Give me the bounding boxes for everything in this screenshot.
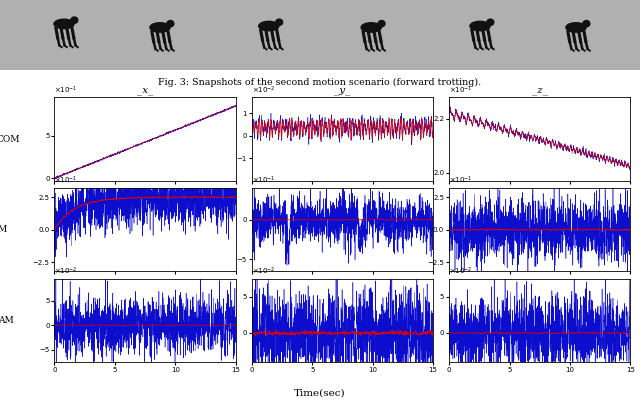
Text: _y_: _y_ <box>334 86 351 96</box>
Ellipse shape <box>378 20 385 27</box>
Text: $\times10^{-1}$: $\times10^{-1}$ <box>449 175 472 186</box>
Ellipse shape <box>361 23 381 32</box>
Text: _x_: _x_ <box>137 86 153 96</box>
Y-axis label: COM: COM <box>0 134 20 144</box>
Text: Time(sec): Time(sec) <box>294 389 346 398</box>
Y-axis label: LM: LM <box>0 225 8 234</box>
Ellipse shape <box>487 19 494 26</box>
Text: _z_: _z_ <box>532 86 548 96</box>
Ellipse shape <box>566 23 586 32</box>
Text: $\times10^{-2}$: $\times10^{-2}$ <box>252 84 275 96</box>
Text: $\times10^{-1}$: $\times10^{-1}$ <box>449 84 472 96</box>
Ellipse shape <box>583 20 590 27</box>
Ellipse shape <box>150 23 170 32</box>
Ellipse shape <box>71 17 78 23</box>
Ellipse shape <box>470 21 490 31</box>
Text: $\times10^{-2}$: $\times10^{-2}$ <box>449 266 473 277</box>
Ellipse shape <box>54 19 74 29</box>
Text: $\times10^{-2}$: $\times10^{-2}$ <box>252 266 275 277</box>
Ellipse shape <box>259 21 279 31</box>
Text: $\times10^{-1}$: $\times10^{-1}$ <box>252 175 275 186</box>
Y-axis label: AM: AM <box>0 316 14 325</box>
Text: $\times10^{-1}$: $\times10^{-1}$ <box>54 175 78 186</box>
Text: Fig. 3: Snapshots of the second motion scenario (forward trotting).: Fig. 3: Snapshots of the second motion s… <box>159 78 481 87</box>
Ellipse shape <box>167 20 174 27</box>
Ellipse shape <box>276 19 283 26</box>
Text: $\times10^{-2}$: $\times10^{-2}$ <box>54 266 78 277</box>
Text: $\times10^{-1}$: $\times10^{-1}$ <box>54 84 78 96</box>
